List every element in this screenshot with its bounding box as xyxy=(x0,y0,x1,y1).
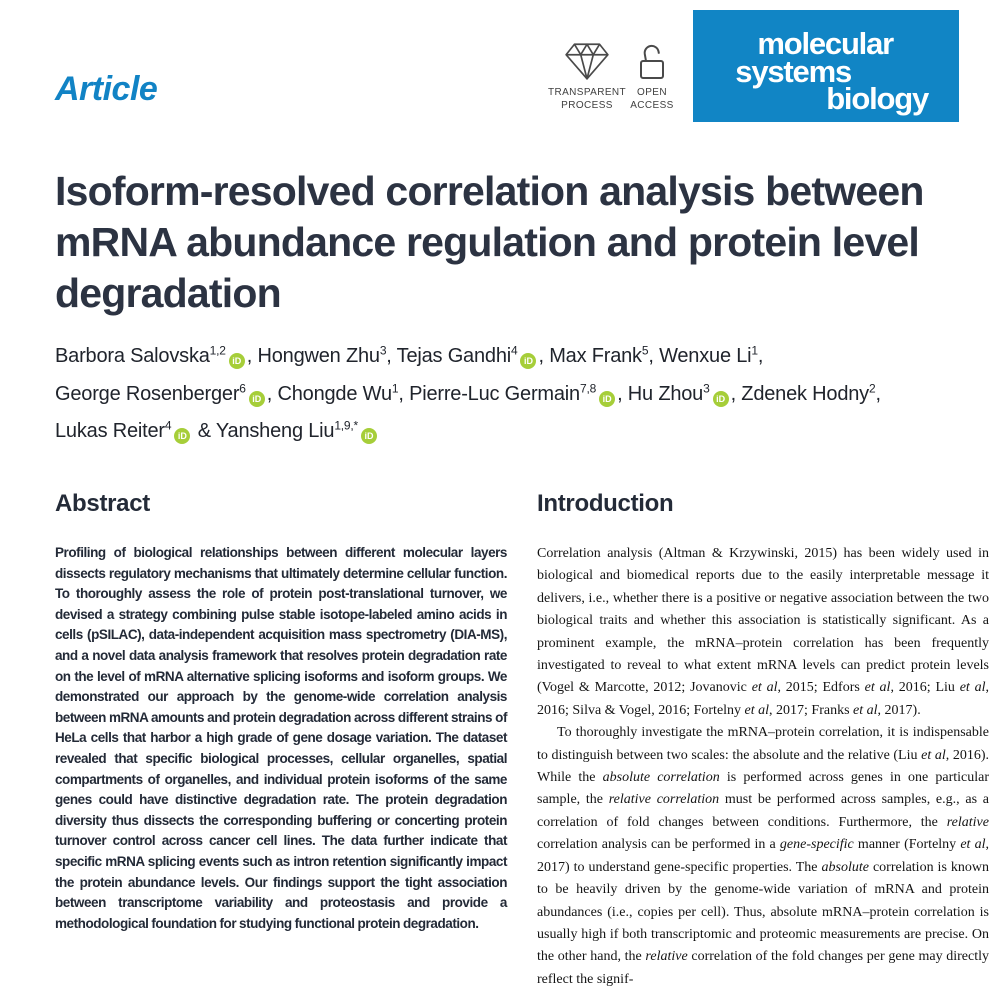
abstract-text: Profiling of biological relationships be… xyxy=(55,545,507,931)
text-run: et al xyxy=(921,747,946,763)
text-run: , 2015; Edfors xyxy=(777,680,865,696)
open-access-label: OPEN ACCESS xyxy=(630,87,674,111)
text-run: , 2016; Silva & Vogel, 2016; Fortelny xyxy=(537,680,990,718)
text-run: must be performed across samples, e.g., … xyxy=(537,792,989,830)
transparent-process-label: TRANSPARENT PROCESS xyxy=(547,87,627,111)
text-run: , 2017). xyxy=(877,702,921,718)
journal-logo-line: systems xyxy=(735,53,852,89)
open-access-badge[interactable]: OPEN ACCESS xyxy=(616,34,688,112)
text-run: et al xyxy=(751,680,778,696)
author-list: Barbora Salovska1,2iD, Hongwen Zhu3, Tej… xyxy=(55,338,970,451)
text-run: manner (Fortelny xyxy=(853,837,961,853)
abstract-column: Abstract Profiling of biological relatio… xyxy=(55,490,507,934)
author-superscript: 4 xyxy=(511,343,518,358)
introduction-heading: Introduction xyxy=(537,490,674,517)
text-run: , Max Frank xyxy=(538,345,642,367)
introduction-paragraph: To thoroughly investigate the mRNA–prote… xyxy=(537,722,989,991)
author-superscript: 6 xyxy=(239,380,246,395)
text-run: absolute xyxy=(821,859,869,875)
author-superscript: 1 xyxy=(751,343,758,358)
text-run: , Hu Zhou xyxy=(617,382,704,405)
journal-logo[interactable]: molecular systems biology xyxy=(693,10,959,122)
orcid-icon[interactable]: iD xyxy=(248,390,265,407)
author-superscript: 2 xyxy=(869,380,876,395)
text-run: To thoroughly investigate the mRNA–prote… xyxy=(537,725,989,763)
orcid-icon[interactable]: iD xyxy=(361,428,377,444)
article-type-label: Article xyxy=(55,70,158,108)
author-superscript: 1,2 xyxy=(209,343,226,358)
transparent-process-badge[interactable]: TRANSPARENT PROCESS xyxy=(543,34,631,112)
journal-logo-line: biology xyxy=(826,81,929,116)
text-run: et al xyxy=(960,837,986,853)
text-run: is performed across genes in one particu… xyxy=(537,770,990,808)
text-run: , Zdenek Hodny xyxy=(730,382,870,405)
author-superscript: 5 xyxy=(641,343,649,358)
author-superscript: 3 xyxy=(703,380,710,395)
author-line: Lukas Reiter4iD & Yansheng Liu1,9,*iD xyxy=(55,413,970,451)
orcid-icon[interactable]: iD xyxy=(228,353,245,369)
author-superscript: 4 xyxy=(164,418,172,433)
author-superscript: 3 xyxy=(379,343,387,358)
text-run: et al xyxy=(744,702,770,718)
text-run: correlation is known to be heavily drive… xyxy=(537,859,989,965)
orcid-icon[interactable]: iD xyxy=(174,428,191,444)
text-run: gene-specific xyxy=(779,837,854,853)
text-run: et al xyxy=(853,702,878,718)
text-run: , Tejas Gandhi xyxy=(386,345,511,367)
open-padlock-icon xyxy=(635,34,669,82)
text-run: , Wenxue Li xyxy=(648,345,752,367)
journal-logo-line: molecular xyxy=(757,26,894,61)
author-line: George Rosenberger6iD, Chongde Wu1, Pier… xyxy=(55,376,970,414)
orcid-icon[interactable]: iD xyxy=(520,353,537,369)
abstract-heading: Abstract xyxy=(55,490,150,517)
text-run: , Chongde Wu xyxy=(266,382,392,405)
text-run: relative correlation xyxy=(608,792,720,808)
text-run: , Hongwen Zhu xyxy=(246,345,380,367)
author-superscript: 7,8 xyxy=(579,380,597,395)
introduction-paragraph: Correlation analysis (Altman & Krzywinsk… xyxy=(537,543,989,722)
author-superscript: 1,9,* xyxy=(334,418,358,433)
text-run: , xyxy=(875,382,881,405)
text-run: , xyxy=(757,345,764,367)
text-run: relative xyxy=(946,814,989,830)
text-run: , 2017) to understand gene-specific prop… xyxy=(537,837,989,875)
orcid-icon[interactable]: iD xyxy=(712,390,729,407)
text-run: , 2016). While the xyxy=(537,747,989,786)
text-run: George Rosenberger xyxy=(55,382,240,405)
text-run: et al xyxy=(959,680,986,696)
text-run: Barbora Salovska xyxy=(55,345,210,367)
text-run: correlation analysis can be performed in… xyxy=(537,837,780,853)
text-run: , 2017; Franks xyxy=(769,702,854,718)
text-run: , Pierre-Luc Germain xyxy=(398,382,580,405)
text-run: Correlation analysis (Altman & Krzywinsk… xyxy=(537,546,989,696)
text-run: correlation of the fold changes per gene… xyxy=(537,949,990,987)
author-superscript: 1 xyxy=(391,380,399,395)
text-run: , 2016; Liu xyxy=(890,680,960,696)
text-run: & Yansheng Liu xyxy=(192,420,335,442)
paper-title: Isoform-resolved correlation analysis be… xyxy=(55,168,924,316)
author-line: Barbora Salovska1,2iD, Hongwen Zhu3, Tej… xyxy=(55,338,970,376)
diamond-icon xyxy=(564,34,610,82)
orcid-icon[interactable]: iD xyxy=(599,390,616,407)
text-run: relative xyxy=(645,949,688,965)
text-run: absolute correlation xyxy=(602,770,720,786)
introduction-column: Introduction Correlation analysis (Altma… xyxy=(537,490,989,991)
text-run: Lukas Reiter xyxy=(55,420,165,442)
text-run: et al xyxy=(864,680,891,696)
